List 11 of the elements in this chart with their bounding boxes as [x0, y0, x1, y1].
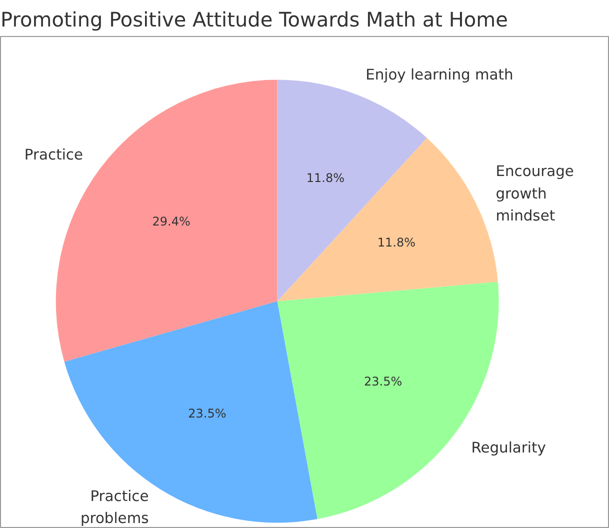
slice-label: Regularity: [471, 440, 546, 457]
data-label: 23.5%: [364, 374, 402, 388]
slice-label: Practice: [24, 146, 83, 164]
slice-label: Enjoy learning math: [366, 66, 514, 84]
data-label: 11.8%: [306, 170, 345, 185]
data-label: 29.4%: [152, 214, 190, 228]
slice-label: Encourage growth mindset: [496, 163, 574, 224]
data-label: 23.5%: [188, 406, 226, 421]
data-label: 11.8%: [377, 236, 416, 250]
slice-label: Practice problems: [80, 488, 149, 527]
chart-title: Promoting Positive Attitude Towards Math at Home: [0, 8, 508, 32]
